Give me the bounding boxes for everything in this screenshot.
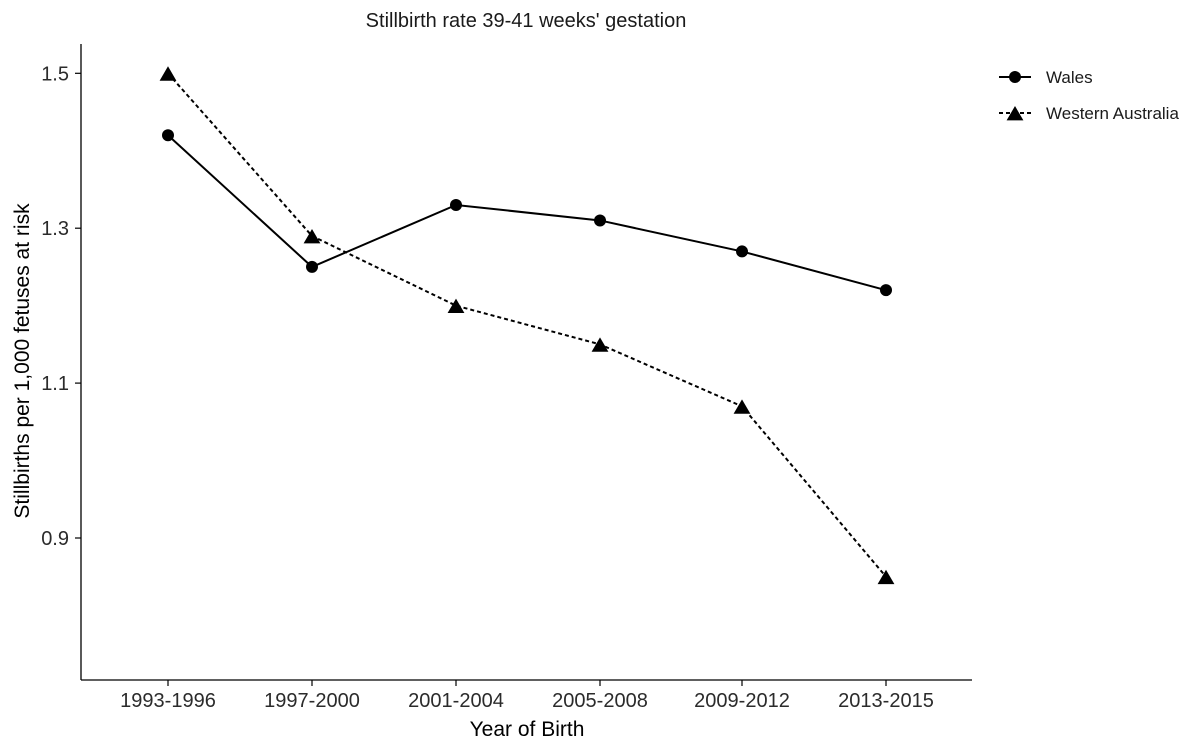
data-point-wales [162, 129, 174, 142]
data-point-wales [736, 245, 748, 258]
x-tick-label: 1997-2000 [264, 690, 360, 712]
y-tick-label: 1.5 [41, 63, 69, 85]
legend-item-wales: Wales [999, 68, 1093, 87]
data-point-western-australia [733, 399, 751, 414]
data-point-western-australia [591, 337, 609, 352]
y-tick-label: 1.1 [41, 373, 69, 395]
series-line-western-australia [167, 72, 887, 578]
data-point-western-australia [877, 569, 895, 585]
x-tick-label: 2009-2012 [694, 690, 790, 712]
data-point-wales [450, 198, 462, 211]
data-point-wales [880, 284, 892, 297]
data-point-western-australia [159, 66, 177, 81]
chart-title: Stillbirth rate 39-41 weeks' gestation [366, 10, 687, 32]
data-point-western-australia [303, 228, 321, 244]
y-axis-title: Stillbirths per 1,000 fetuses at risk [11, 203, 34, 519]
legend-label: Western Australia [1046, 104, 1179, 123]
series-western-australia [159, 66, 895, 585]
legend-marker [1009, 71, 1021, 83]
y-tick-label: 0.9 [41, 528, 69, 550]
x-tick-label: 1993-1996 [120, 690, 216, 712]
x-axis: 1993-1996 1997-2000 2001-2004 2005-2008 2009… [81, 679, 972, 712]
y-tick-label: 1.3 [41, 218, 69, 240]
x-tick-label: 2005-2008 [552, 690, 648, 712]
data-point-wales [594, 214, 606, 227]
x-tick-label: 2013-2015 [838, 690, 934, 712]
legend: Wales Western Australia [999, 68, 1179, 123]
y-axis: 0.9 1.1 1.3 1.5 [41, 44, 82, 680]
series-layer [159, 66, 895, 585]
legend-label: Wales [1046, 68, 1093, 87]
data-point-western-australia [447, 298, 465, 314]
series-wales [162, 129, 892, 297]
data-point-wales [306, 260, 318, 273]
x-tick-label: 2001-2004 [408, 690, 504, 712]
series-line-wales [167, 134, 887, 292]
legend-marker [1006, 106, 1024, 121]
x-axis-title: Year of Birth [470, 718, 585, 741]
legend-item-western-australia: Western Australia [999, 104, 1179, 123]
